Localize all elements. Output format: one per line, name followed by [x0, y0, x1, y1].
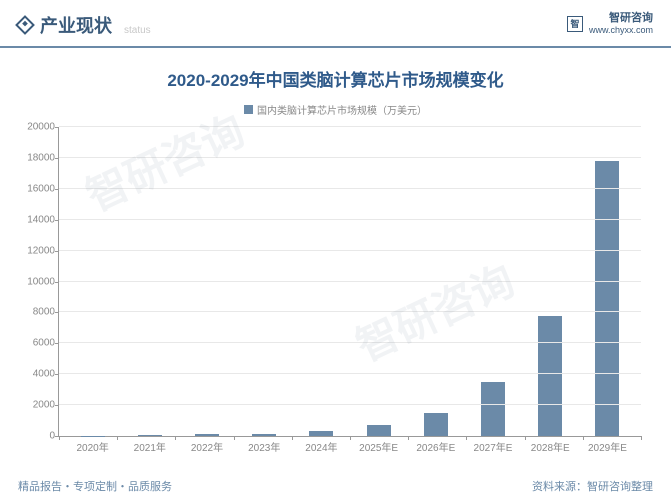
legend-item: 国内类脑计算芯片市场规模（万美元） [244, 102, 427, 117]
y-axis-label: 16000 [15, 183, 55, 194]
bar-slot: 2023年 [236, 127, 293, 436]
x-axis-label: 2026年E [416, 439, 455, 454]
x-axis-label: 2027年E [474, 439, 513, 454]
brand-block: 智研咨询 www.chyxx.com [589, 12, 653, 36]
chart-title: 2020-2029年中国类脑计算芯片市场规模变化 [0, 66, 671, 91]
footer-left: 精品报告・专项定制・品质服务 [18, 478, 172, 494]
y-tick [55, 343, 59, 344]
x-axis-label: 2024年 [305, 439, 337, 454]
diamond-icon [15, 15, 35, 35]
header-bar: 产业现状 status 智 智研咨询 www.chyxx.com [0, 0, 671, 48]
legend-swatch-icon [244, 105, 253, 114]
y-axis-label: 20000 [15, 122, 55, 133]
bar-slot: 2026年E [407, 127, 464, 436]
y-axis-label: 0 [15, 431, 55, 442]
y-tick [55, 374, 59, 375]
y-tick [55, 127, 59, 128]
bar [138, 435, 162, 436]
gridline [59, 311, 641, 312]
x-axis-label: 2022年 [191, 439, 223, 454]
footer-right: 资料来源：智研咨询整理 [532, 478, 653, 494]
x-tick [117, 436, 118, 440]
bar-slot: 2022年 [178, 127, 235, 436]
x-axis-label: 2021年 [134, 439, 166, 454]
gridline [59, 157, 641, 158]
bar [595, 161, 619, 436]
x-tick [466, 436, 467, 440]
chart-area: 2020年2021年2022年2023年2024年2025年E2026年E202… [58, 127, 641, 437]
x-tick [59, 436, 60, 440]
x-axis-label: 2029年E [588, 439, 627, 454]
gridline [59, 281, 641, 282]
bar [252, 434, 276, 436]
bar [309, 431, 333, 436]
y-tick [55, 312, 59, 313]
section-title: 产业现状 [40, 12, 112, 38]
x-tick [583, 436, 584, 440]
legend-label: 国内类脑计算芯片市场规模（万美元） [257, 102, 427, 117]
bars-container: 2020年2021年2022年2023年2024年2025年E2026年E202… [59, 127, 641, 436]
y-tick [55, 189, 59, 190]
gridline [59, 404, 641, 405]
y-axis-label: 10000 [15, 276, 55, 287]
x-tick [175, 436, 176, 440]
bar-slot: 2024年 [293, 127, 350, 436]
y-tick [55, 405, 59, 406]
bar-slot: 2021年 [121, 127, 178, 436]
y-tick [55, 282, 59, 283]
x-axis-label: 2023年 [248, 439, 280, 454]
section-subtitle: status [124, 25, 151, 36]
bar [195, 434, 219, 436]
bar-slot: 2029年E [579, 127, 636, 436]
brand-url: www.chyxx.com [589, 25, 653, 36]
bar-slot: 2028年E [522, 127, 579, 436]
gridline [59, 126, 641, 127]
footer-bar: 精品报告・专项定制・品质服务 资料来源：智研咨询整理 [0, 472, 671, 502]
x-tick [641, 436, 642, 440]
bar [367, 425, 391, 436]
chart-legend: 国内类脑计算芯片市场规模（万美元） [0, 101, 671, 119]
x-axis-label: 2025年E [359, 439, 398, 454]
bar-slot: 2025年E [350, 127, 407, 436]
y-axis-label: 4000 [15, 369, 55, 380]
bar [481, 382, 505, 436]
brand-logo-icon: 智 [567, 16, 583, 32]
y-axis-label: 12000 [15, 245, 55, 256]
brand-name: 智研咨询 [589, 12, 653, 25]
gridline [59, 188, 641, 189]
bar [424, 413, 448, 436]
y-axis-label: 18000 [15, 152, 55, 163]
x-axis-label: 2020年 [76, 439, 108, 454]
y-axis-label: 6000 [15, 338, 55, 349]
y-axis-label: 8000 [15, 307, 55, 318]
gridline [59, 342, 641, 343]
header-left: 产业现状 status [18, 12, 151, 38]
y-tick [55, 158, 59, 159]
bar [538, 316, 562, 437]
gridline [59, 250, 641, 251]
y-axis-label: 14000 [15, 214, 55, 225]
x-axis-label: 2028年E [531, 439, 570, 454]
header-right: 智 智研咨询 www.chyxx.com [567, 12, 653, 36]
bar-slot: 2020年 [64, 127, 121, 436]
gridline [59, 219, 641, 220]
x-tick [350, 436, 351, 440]
gridline [59, 373, 641, 374]
y-tick [55, 220, 59, 221]
y-tick [55, 251, 59, 252]
x-tick [408, 436, 409, 440]
x-tick [234, 436, 235, 440]
y-axis-label: 2000 [15, 400, 55, 411]
bar-slot: 2027年E [464, 127, 521, 436]
x-tick [292, 436, 293, 440]
x-tick [525, 436, 526, 440]
